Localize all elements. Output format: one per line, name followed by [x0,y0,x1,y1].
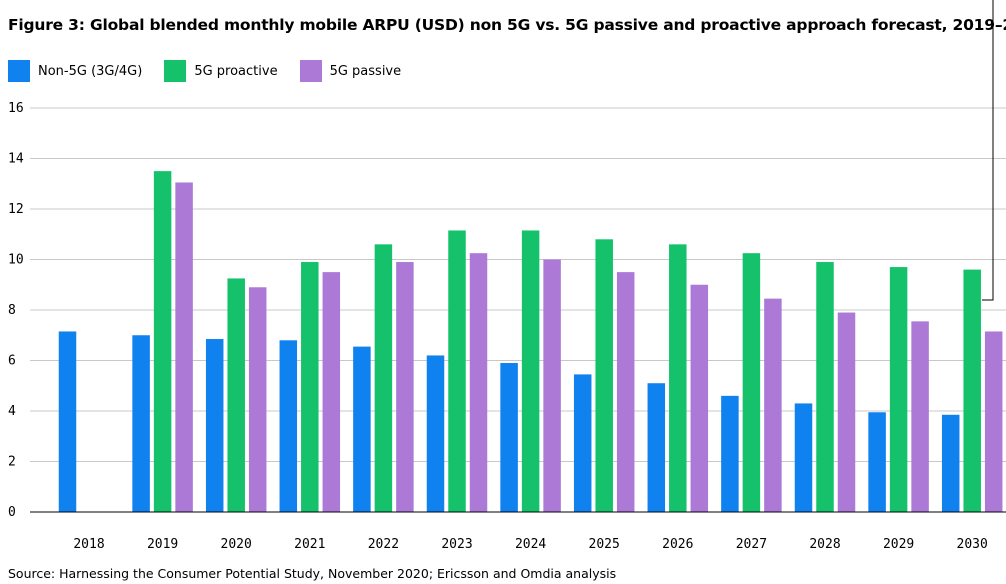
legend-item-proactive: 5G proactive [164,60,278,82]
bar-passive [911,321,929,512]
bar-non5g [868,412,886,512]
y-tick-label: 16 [8,101,24,116]
bar-proactive [448,230,466,512]
x-tick-label: 2022 [368,537,399,552]
legend-swatch-proactive [164,60,187,82]
bar-non5g [721,395,739,512]
bar-non5g [794,403,813,512]
x-tick-label: 2030 [957,537,988,552]
y-tick-label: 6 [8,354,16,369]
y-tick-label: 2 [8,455,16,470]
legend-item-passive: 5G passive [299,60,402,82]
x-tick-label: 2020 [221,537,252,552]
source-note: Source: Harnessing the Consumer Potentia… [8,566,617,581]
bar-passive [837,312,856,512]
bar-passive [616,272,635,512]
legend-label-proactive: 5G proactive [194,63,278,79]
bar-proactive [742,253,761,512]
x-tick-label: 2029 [883,537,914,552]
y-tick-label: 10 [8,253,24,268]
bar-passive [175,182,193,513]
bar-proactive [595,239,613,513]
x-tick-label: 2027 [736,537,767,552]
x-tick-label: 2024 [515,537,546,552]
bar-passive [764,298,782,512]
bar-non5g [353,346,371,512]
bar-proactive [521,230,540,512]
x-tick-label: 2019 [147,537,178,552]
bar-non5g [426,355,445,512]
bar-passive [396,262,414,512]
bar-proactive [374,244,393,512]
y-tick-label: 0 [8,505,16,520]
bar-non5g [58,331,77,512]
bar-non5g [647,383,666,512]
x-tick-label: 2028 [809,537,840,552]
bar-passive [248,287,267,512]
x-tick-label: 2018 [73,537,104,552]
bar-proactive [301,262,319,512]
chart-legend: Non-5G (3G/4G) 5G proactive 5G passive [8,59,423,83]
legend-label-non5g: Non-5G (3G/4G) [38,63,143,79]
legend-swatch-non5g [8,60,30,82]
bar-passive [469,253,488,512]
chart-title: Figure 3: Global blended monthly mobile … [8,16,1006,34]
bar-passive [543,259,561,512]
bar-non5g [132,335,150,512]
bar-proactive [153,171,172,512]
y-tick-label: 12 [8,202,24,217]
bar-proactive [669,244,687,512]
bar-non5g [941,414,960,512]
bar-non5g [205,339,224,512]
bar-passive [690,284,709,512]
bar-non5g [500,363,518,512]
legend-swatch-passive [299,60,322,82]
bar-proactive [889,267,908,512]
legend-label-passive: 5G passive [329,63,402,79]
legend-item-non5g: Non-5G (3G/4G) [8,60,142,82]
frame-bracket [982,0,994,301]
x-tick-label: 2025 [589,537,620,552]
y-tick-label: 8 [8,303,16,318]
x-tick-label: 2026 [662,537,693,552]
bar-non5g [279,340,298,512]
x-tick-label: 2021 [294,537,325,552]
bar-passive [322,272,341,512]
bar-proactive [227,278,245,512]
bar-non5g [573,374,592,512]
bar-proactive [963,269,981,512]
y-tick-label: 14 [8,152,24,167]
y-tick-label: 4 [8,404,16,419]
bar-passive [984,331,1003,512]
x-tick-label: 2023 [441,537,472,552]
bar-proactive [816,262,834,512]
